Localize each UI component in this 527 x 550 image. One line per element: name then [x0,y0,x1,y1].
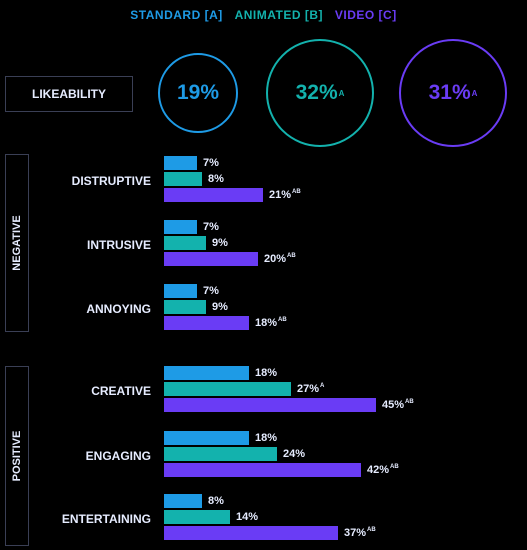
value-label-entertaining-animated: 14% [236,511,259,523]
group-negative: NEGATIVE [5,154,29,332]
bar-annoying-animated [164,300,206,314]
bar-distruptive-video [164,188,263,202]
legend-animated: ANIMATED [B] [234,8,324,22]
group-negative-label: NEGATIVE [11,215,23,271]
sig-label-distruptive-video: AB [292,189,301,196]
value-label-entertaining-standard: 8% [208,495,224,507]
bar-annoying-standard [164,284,197,298]
bar-entertaining-animated [164,510,230,524]
value-label-creative-standard: 18% [255,367,278,379]
category-label-annoying: ANNOYING [86,302,151,316]
category-label-creative: CREATIVE [91,384,151,398]
sig-label-engaging-video: AB [390,464,399,471]
sig-label-intrusive-video: AB [287,253,296,260]
value-label-entertaining-video: 37%AB [344,527,376,539]
group-positive-label: POSITIVE [11,430,23,482]
bar-engaging-video [164,463,361,477]
value-label-intrusive-standard: 7% [203,221,219,233]
value-label-distruptive-standard: 7% [203,157,219,169]
bar-creative-video [164,398,376,412]
bar-creative-animated [164,382,291,396]
bar-distruptive-standard [164,156,197,170]
sig-label-annoying-video: AB [278,317,287,324]
likeability-video-value: 31% [428,81,471,104]
value-label-distruptive-animated: 8% [208,173,224,185]
value-label-engaging-standard: 18% [255,432,278,444]
group-positive: POSITIVE [5,366,29,546]
likeability-standard-value: 19% [176,81,220,104]
likeability-standard-circle: 19% [158,53,238,133]
legend-video: VIDEO [C] [334,8,397,22]
value-label-intrusive-animated: 9% [212,237,228,249]
bar-creative-standard [164,366,249,380]
legend: STANDARD [A] ANIMATED [B] VIDEO [C] [0,8,527,22]
bar-engaging-animated [164,447,277,461]
bar-intrusive-video [164,252,258,266]
likeability-video-sig: A [471,88,478,98]
bar-intrusive-standard [164,220,197,234]
category-label-entertaining: ENTERTAINING [61,512,151,526]
value-label-engaging-animated: 24% [283,448,306,460]
bar-intrusive-animated [164,236,206,250]
value-label-engaging-video: 42%AB [367,464,399,476]
likeability-animated-circle: 32% A [266,39,374,147]
likeability-animated-sig: A [338,88,345,98]
value-label-intrusive-video: 20%AB [264,253,296,265]
value-label-distruptive-video: 21%AB [269,189,301,201]
category-label-engaging: ENGAGING [85,449,151,463]
sig-label-creative-animated: A [320,383,325,390]
value-label-annoying-standard: 7% [203,285,219,297]
category-label-intrusive: INTRUSIVE [86,238,151,252]
bar-annoying-video [164,316,249,330]
likeability-label: LIKEABILITY [5,76,133,112]
sig-label-creative-video: AB [405,399,414,406]
value-label-annoying-animated: 9% [212,301,228,313]
bar-engaging-standard [164,431,249,445]
likeability-video-circle: 31% A [399,39,507,147]
category-label-distruptive: DISTRUPTIVE [71,174,151,188]
value-label-annoying-video: 18%AB [255,317,287,329]
bar-entertaining-standard [164,494,202,508]
likeability-animated-value: 32% [295,81,338,104]
value-label-creative-animated: 27%A [297,383,325,395]
sig-label-entertaining-video: AB [367,527,376,534]
bar-distruptive-animated [164,172,202,186]
legend-standard: STANDARD [A] [130,8,223,22]
bar-entertaining-video [164,526,338,540]
value-label-creative-video: 45%AB [382,399,414,411]
